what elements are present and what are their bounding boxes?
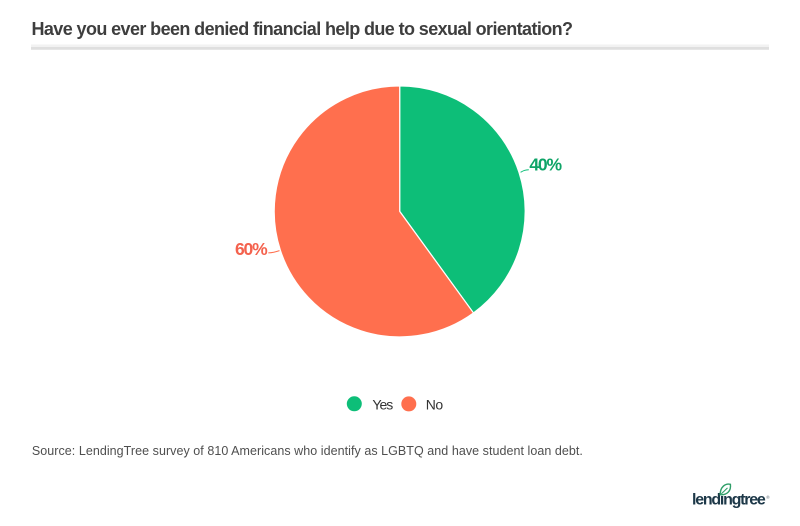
svg-text:Have you ever been denied fina: Have you ever been denied financial help…	[32, 19, 573, 39]
svg-text:40%: 40%	[529, 154, 562, 174]
svg-text:No: No	[426, 397, 444, 413]
svg-text:Yes: Yes	[372, 397, 393, 413]
svg-text:Source: LendingTree survey of: Source: LendingTree survey of 810 Americ…	[32, 444, 583, 458]
svg-text:®: ®	[766, 494, 770, 500]
svg-text:lendıngtree: lendıngtree	[692, 492, 766, 509]
svg-text:60%: 60%	[235, 239, 268, 259]
